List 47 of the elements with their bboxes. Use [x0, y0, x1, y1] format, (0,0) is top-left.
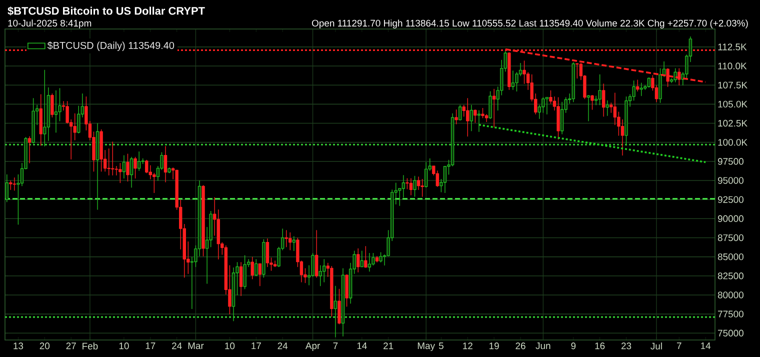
x-tick-label: 20 — [40, 342, 50, 350]
x-tick-label: 17 — [252, 342, 261, 350]
x-tick-label: 10 — [119, 342, 129, 350]
y-tick-label: 97500 — [718, 158, 744, 165]
x-tick-label: 7 — [333, 342, 338, 350]
x-tick-label: 19 — [490, 342, 499, 350]
y-tick-label: 95000 — [718, 177, 744, 184]
x-tick-label: 13 — [14, 342, 24, 350]
y-tick-label: 110.0K — [718, 62, 747, 70]
x-tick-label: 14 — [357, 342, 367, 350]
x-tick-label: 12 — [463, 342, 472, 350]
y-tick-label: 82500 — [718, 272, 744, 280]
x-tick-label: 10 — [225, 342, 235, 350]
y-tick-label: 85000 — [718, 253, 744, 260]
y-tick-label: 92500 — [718, 196, 744, 203]
x-tick-label: Apr — [305, 342, 320, 351]
x-tick-label: 26 — [516, 342, 526, 350]
y-tick-label: 80000 — [718, 292, 744, 298]
y-tick-label: 87500 — [718, 234, 744, 242]
x-tick-label: 24 — [172, 342, 182, 350]
chart-title: $BTCUSD Bitcoin to US Dollar CRYPT — [8, 6, 205, 16]
x-tick-label: 27 — [66, 342, 76, 350]
x-tick-label: 17 — [146, 342, 156, 350]
legend-label: $BTCUSD (Daily) 113549.40 — [47, 42, 174, 51]
y-tick-label: 77500 — [718, 310, 744, 318]
y-tick-label: 90000 — [718, 215, 744, 222]
y-tick-label: 105.0K — [718, 100, 748, 108]
x-tick-label: 23 — [621, 342, 632, 350]
x-tick-label: 7 — [676, 342, 682, 350]
x-tick-label: Mar — [188, 342, 204, 350]
x-tick-label: Jun — [536, 342, 550, 350]
x-tick-label: Jul — [650, 342, 662, 350]
x-tick-label: 14 — [701, 342, 711, 350]
x-tick-label: Feb — [82, 342, 98, 350]
x-tick-label: 9 — [571, 342, 576, 350]
y-tick-label: 75000 — [718, 330, 744, 336]
y-tick-label: 102.5K — [718, 120, 748, 127]
x-tick-label: 21 — [384, 342, 394, 350]
y-tick-label: 107.5K — [718, 82, 748, 88]
y-tick-label: 112.5K — [718, 44, 747, 50]
x-tick-label: 24 — [278, 342, 288, 350]
text: Open 111291.70 High 113864.15 Low 110555.52 Last 113549.40 Volume 22.3K Chg +2257.70 (+2.03%) — [312, 20, 748, 28]
x-tick-label: May — [418, 342, 436, 351]
x-tick-label: 16 — [595, 342, 605, 350]
x-tick-label: 5 — [438, 342, 444, 350]
chart-subtitle: 10-Jul-2025 8:41pm — [8, 20, 92, 28]
y-tick-label: 100.0K — [718, 138, 748, 146]
